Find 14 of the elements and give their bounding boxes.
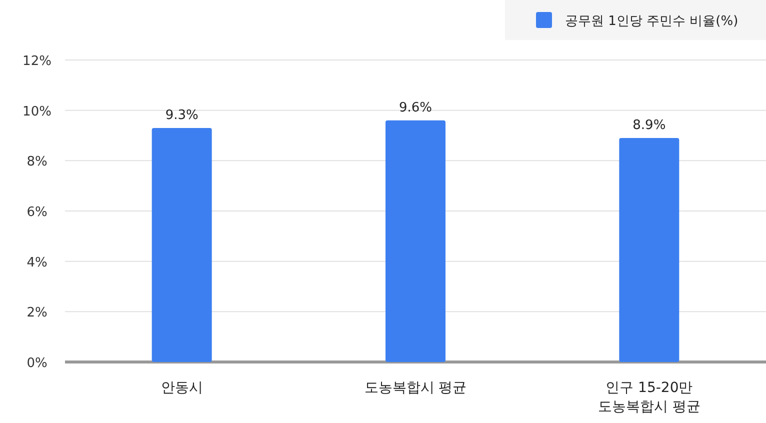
x-tick-label: 인구 15-20만 도농복합시 평균 bbox=[598, 380, 700, 415]
y-tick-label: 2% bbox=[26, 306, 48, 321]
x-tick-label: 안동시 bbox=[160, 380, 203, 396]
data-label: 8.9% bbox=[632, 118, 666, 134]
y-tick-label: 6% bbox=[26, 205, 48, 220]
x-tick-label: 도농복합시 평균 bbox=[364, 380, 467, 396]
legend-label: 공무원 1인당 주민수 비율(%) bbox=[565, 14, 738, 29]
y-tick-label: 8% bbox=[26, 154, 48, 170]
y-tick-label: 4% bbox=[26, 255, 48, 270]
data-label: 9.6% bbox=[398, 100, 432, 116]
y-tick-label: 12% bbox=[22, 54, 52, 69]
y-tick-label: 10% bbox=[22, 104, 52, 120]
data-label: 9.3% bbox=[165, 108, 198, 123]
y-tick-label: 0% bbox=[26, 356, 48, 371]
